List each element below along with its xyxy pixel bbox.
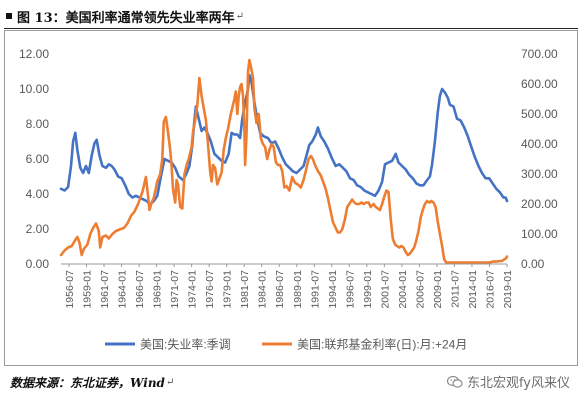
- x-tick-label: 2004-01: [397, 270, 409, 309]
- right-tick-label: 400.00: [521, 137, 558, 151]
- watermark: 东北宏观fy风来仪: [446, 372, 570, 391]
- x-tick-label: 2014-01: [467, 270, 479, 309]
- right-tick-label: 200.00: [521, 197, 558, 211]
- x-tick-label: 1959-01: [82, 270, 94, 309]
- x-tick-label: 2006-07: [414, 270, 426, 309]
- series-line-fed-funds: [59, 58, 509, 264]
- left-tick-label: 8.00: [26, 117, 50, 131]
- legend-label: 美国:失业率:季调: [140, 337, 231, 352]
- left-tick-label: 4.00: [26, 187, 50, 201]
- x-tick-label: 1961-07: [99, 270, 111, 309]
- left-tick-label: 10.00: [19, 82, 49, 96]
- right-tick-label: 300.00: [521, 167, 558, 181]
- right-tick-label: 700.00: [521, 47, 558, 61]
- bullet-square-icon: [6, 13, 12, 19]
- left-tick-label: 6.00: [26, 152, 50, 166]
- x-tick-label: 1971-07: [169, 270, 181, 309]
- x-tick-label: 1994-01: [327, 270, 339, 309]
- x-tick-label: 1981-07: [239, 270, 251, 309]
- paragraph-mark-icon: ↵: [165, 376, 175, 388]
- x-tick-label: 2019-01: [502, 270, 514, 309]
- chart: 0.00 2.00 4.00 6.00 8.00 10.00 12.00 0.00 100.00…: [19, 47, 558, 352]
- x-tick-label: 2016-07: [484, 270, 496, 309]
- chart-frame: 0.00 2.00 4.00 6.00 8.00 10.00 12.00 0.00 100.00…: [4, 30, 578, 366]
- x-tick-label: 1996-07: [344, 270, 356, 309]
- x-tick-label: 1984-01: [257, 270, 269, 309]
- left-tick-label: 0.00: [26, 257, 50, 271]
- axes: 0.00 2.00 4.00 6.00 8.00 10.00 12.00 0.00 100.00…: [19, 47, 558, 309]
- x-tick-label: 1956-07: [64, 270, 76, 309]
- paragraph-mark-icon: ↵: [235, 10, 245, 22]
- right-tick-label: 600.00: [521, 77, 558, 91]
- x-tick-label: 1979-01: [222, 270, 234, 309]
- watermark-text: 东北宏观fy风来仪: [466, 376, 570, 391]
- x-tick-label: 1989-01: [292, 270, 304, 309]
- figure-title-bar: 图 13：美国利率通常领先失业率两年 ↵: [4, 4, 578, 29]
- x-tick-label: 1976-07: [204, 270, 216, 309]
- x-tick-label: 1969-01: [152, 270, 164, 309]
- x-tick-label: 1964-01: [117, 270, 129, 309]
- source-note: 数据来源：东北证券，Wind: [10, 375, 165, 390]
- x-tick-label: 1974-01: [187, 270, 199, 309]
- x-tick-label: 2009-01: [432, 270, 444, 309]
- x-tick-label: 1966-07: [134, 270, 146, 309]
- legend-label: 美国:联邦基金利率(日):月:+24月: [297, 337, 467, 352]
- legend: 美国:失业率:季调 美国:联邦基金利率(日):月:+24月: [105, 337, 467, 352]
- x-tick-label: 1999-01: [362, 270, 374, 309]
- left-tick-label: 12.00: [19, 47, 49, 61]
- plot-area: [59, 58, 509, 264]
- source-bar: 数据来源：东北证券，Wind ↵: [4, 366, 578, 398]
- x-tick-label: 2011-07: [449, 270, 461, 308]
- right-tick-label: 500.00: [521, 107, 558, 121]
- right-tick-label: 0.00: [521, 257, 545, 271]
- x-tick-label: 1986-07: [274, 270, 286, 309]
- x-tick-label: 1991-07: [309, 270, 321, 309]
- figure-title: 图 13：美国利率通常领先失业率两年: [17, 10, 235, 26]
- series-line-unemployment: [59, 73, 509, 206]
- wechat-icon: [446, 375, 463, 388]
- right-tick-label: 100.00: [521, 227, 558, 241]
- left-tick-label: 2.00: [26, 222, 50, 236]
- x-tick-label: 2001-07: [379, 270, 391, 309]
